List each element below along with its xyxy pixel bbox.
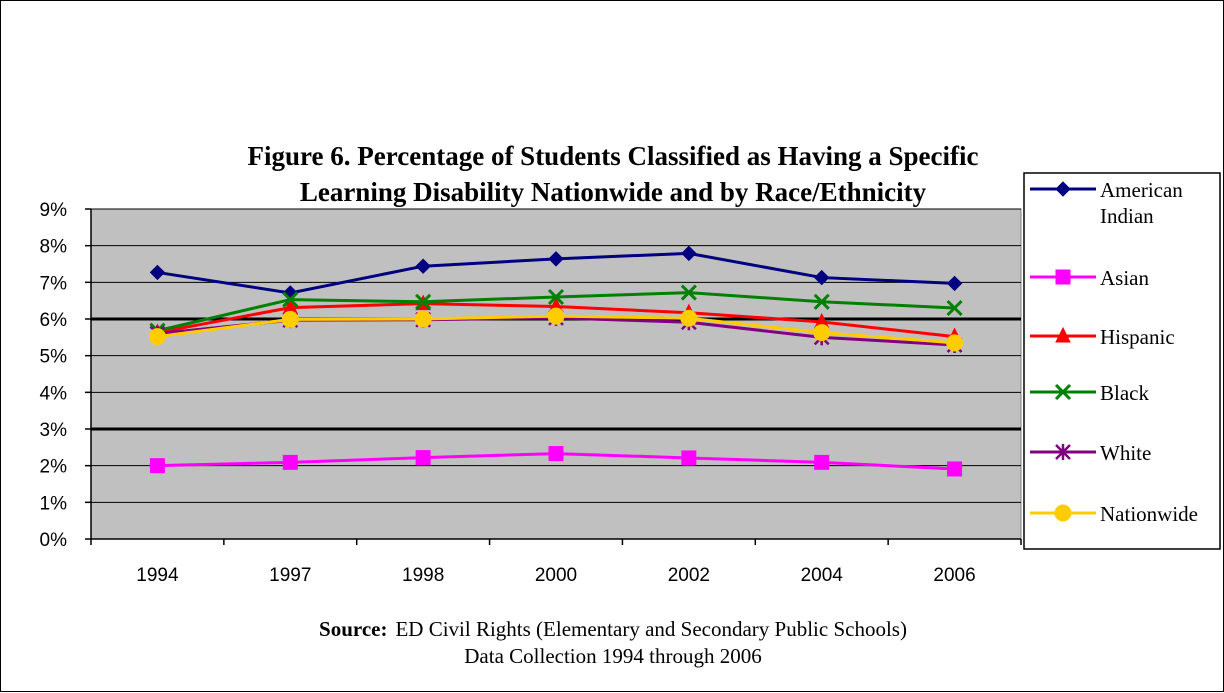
data-point-asian xyxy=(415,450,431,466)
legend-label: American xyxy=(1100,178,1183,202)
legend-swatch-marker xyxy=(1054,383,1072,401)
chart-title-line-2: Learning Disability Nationwide and by Ra… xyxy=(300,177,927,207)
chart-title-line-1: Figure 6. Percentage of Students Classif… xyxy=(248,141,979,171)
data-point-black xyxy=(415,293,432,310)
data-point-american-indian xyxy=(814,269,830,286)
data-point-asian xyxy=(282,454,298,470)
data-point-nationwide xyxy=(414,310,432,328)
plot-area: 0% 1% 2% 3% 4% 5% 6% 7% 8% 9% 1994 1997 1998 2000 2002… xyxy=(40,200,1022,586)
source-note: Source: ED Civil Rights (Elementary and S… xyxy=(319,617,907,668)
data-point-black xyxy=(680,284,697,301)
legend-item-hispanic: Hispanic xyxy=(1030,325,1175,349)
legend-swatch-marker xyxy=(1055,269,1071,285)
legend-swatch-marker xyxy=(1054,504,1072,522)
legend-label: Asian xyxy=(1100,266,1149,290)
legend-item-white: White xyxy=(1030,441,1151,465)
y-tick-label: 4% xyxy=(40,383,68,404)
legend-item-asian: Asian xyxy=(1030,266,1149,290)
legend-label: White xyxy=(1100,441,1151,465)
x-tick-label: 1998 xyxy=(402,565,444,586)
data-point-american-indian xyxy=(149,264,166,281)
legend-swatch-marker xyxy=(1055,181,1071,197)
data-point-nationwide xyxy=(547,307,565,325)
y-tick-label: 8% xyxy=(40,237,68,258)
legend-label: Black xyxy=(1100,381,1149,405)
data-point-black xyxy=(282,291,299,308)
data-point-american-indian xyxy=(548,251,564,267)
source-label: Source: xyxy=(319,617,387,641)
y-tick-label: 6% xyxy=(40,310,68,331)
x-tick-label: 2006 xyxy=(933,565,975,586)
chart-title: Figure 6. Percentage of Students Classif… xyxy=(248,141,979,207)
data-point-nationwide xyxy=(946,334,964,352)
data-point-nationwide xyxy=(680,309,698,327)
y-tick-label: 3% xyxy=(40,420,68,441)
legend-label: Indian xyxy=(1100,204,1154,228)
data-point-american-indian xyxy=(946,275,963,292)
data-point-american-indian xyxy=(415,258,431,274)
legend-swatch-marker xyxy=(1055,444,1071,460)
data-point-black xyxy=(547,288,565,306)
series-asian xyxy=(149,446,963,477)
x-tick-label: 1997 xyxy=(269,565,311,586)
legend-item-nationwide: Nationwide xyxy=(1030,502,1198,526)
y-tick-label: 5% xyxy=(40,347,68,368)
y-tick-label: 0% xyxy=(40,530,68,551)
data-point-nationwide xyxy=(148,328,166,346)
y-tick-label: 1% xyxy=(40,493,68,514)
data-point-asian xyxy=(681,450,697,466)
x-tick-label: 2004 xyxy=(801,565,844,586)
x-tick-label: 2002 xyxy=(668,565,710,586)
data-point-nationwide xyxy=(281,310,299,328)
series-nationwide xyxy=(148,307,964,352)
source-text-1: ED Civil Rights (Elementary and Secondar… xyxy=(395,617,907,641)
legend-label: Nationwide xyxy=(1100,502,1198,526)
y-tick-label: 9% xyxy=(40,200,68,221)
data-point-black xyxy=(946,299,963,317)
y-tick-label: 7% xyxy=(40,273,68,294)
y-tick-label: 2% xyxy=(40,457,68,478)
legend-box xyxy=(1023,172,1221,550)
data-point-asian xyxy=(947,461,963,477)
x-tick-label: 2000 xyxy=(535,565,577,586)
data-point-asian xyxy=(814,454,830,470)
x-tick-label: 1994 xyxy=(136,565,179,586)
data-point-nationwide xyxy=(813,324,831,342)
legend-item-black: Black xyxy=(1030,381,1149,405)
legend-label: Hispanic xyxy=(1100,325,1175,349)
data-point-black xyxy=(813,293,830,310)
data-point-asian xyxy=(548,446,564,462)
data-point-american-indian xyxy=(681,245,697,262)
data-point-asian xyxy=(149,458,165,474)
legend-swatch-marker xyxy=(1055,326,1071,343)
source-line-2: Data Collection 1994 through 2006 xyxy=(464,644,761,668)
series-american-indian xyxy=(149,245,963,301)
source-line-1: Source: ED Civil Rights (Elementary and S… xyxy=(319,617,907,641)
